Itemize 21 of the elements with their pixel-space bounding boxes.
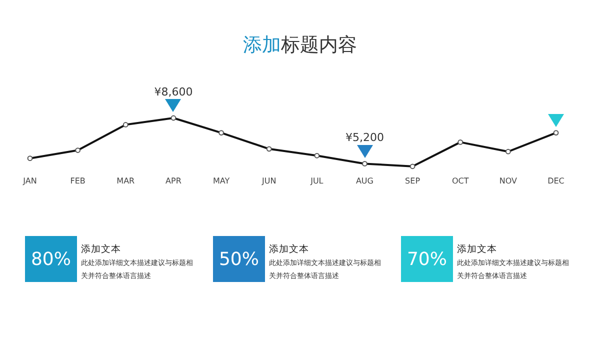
x-tick-label: JUN <box>260 176 276 186</box>
x-tick-label: MAY <box>212 176 230 186</box>
x-tick-label: FEB <box>70 176 86 186</box>
text: 80% <box>30 248 71 270</box>
x-tick-label: MAR <box>116 176 136 186</box>
category-label: 添加文本 <box>81 243 121 256</box>
data-label: ¥8,600 <box>154 85 193 98</box>
x-tick-label: DEC <box>548 176 565 186</box>
category-label: 添加文本 <box>269 243 309 256</box>
data-label: ¥5,200 <box>345 131 384 144</box>
x-tick-label: AUG <box>356 176 374 186</box>
x-tick-label: JAN <box>22 176 37 186</box>
x-tick-label: JUL <box>310 176 324 186</box>
text: 50% <box>218 248 259 270</box>
x-tick-label: OCT <box>452 176 469 186</box>
category-label: 添加文本 <box>457 243 497 256</box>
chart-title: 添加标题内容 <box>242 33 358 58</box>
x-tick-label: SEP <box>405 176 420 186</box>
text: 70% <box>406 248 447 270</box>
x-tick-label: APR <box>166 176 182 186</box>
x-tick-label: NOV <box>499 176 518 186</box>
